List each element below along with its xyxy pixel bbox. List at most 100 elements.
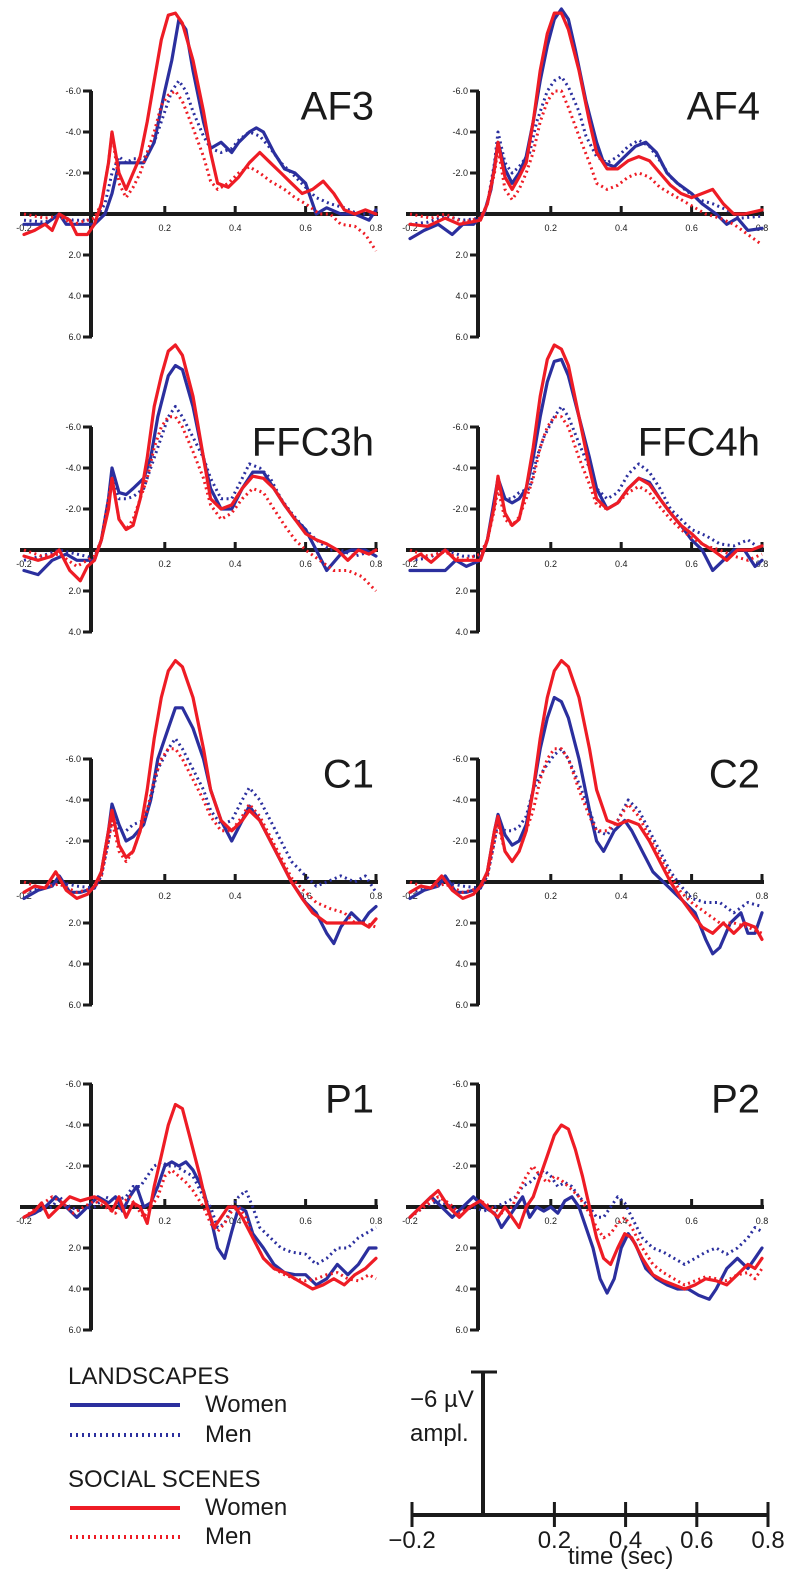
series-social-men: [409, 747, 763, 935]
series-social-women: [22, 1102, 378, 1291]
x-tick-label: 0.8: [756, 559, 769, 569]
y-tick-label: -6.0: [452, 1079, 468, 1089]
y-tick-label: -2.0: [452, 1161, 468, 1171]
x-tick-label: 0.6: [685, 223, 698, 233]
x-tick-label: 0.6: [685, 891, 698, 901]
panel-title: C2: [709, 753, 760, 797]
series-social-women: [408, 343, 764, 564]
scale-bar-ticks: −0.2 0.2 0.4 0.6 0.8: [388, 1502, 785, 1554]
y-tick-label: 2.0: [68, 250, 81, 260]
y-tick-label: 2.0: [68, 1243, 81, 1253]
y-tick-label: 4.0: [68, 1284, 81, 1294]
x-tick-label: 0.4: [229, 223, 242, 233]
y-tick-label: 6.0: [455, 1325, 468, 1335]
y-tick-label: 2.0: [455, 1243, 468, 1253]
panel-ffc4h: -6.0 -4.0 -2.0 2.0 4.0 -0.2 0.2 0.4 0.6 0.8 FFC4h: [402, 343, 769, 637]
series-social-women: [22, 343, 378, 583]
x-tick-label: 0.6: [299, 223, 312, 233]
y-tick-label: -6.0: [452, 86, 468, 96]
series-landscapes-women: [22, 17, 378, 226]
x-tick-label: -0.2: [402, 891, 418, 901]
y-tick-label: -6.0: [452, 422, 468, 432]
legend-label-social-women: Women: [205, 1494, 287, 1521]
x-tick-label: 0.8: [756, 1216, 769, 1226]
x-tick-label: 0.4: [615, 1216, 628, 1226]
y-tick-label: 4.0: [455, 1284, 468, 1294]
y-tick-label: 4.0: [455, 959, 468, 969]
x-tick-label: 0.4: [615, 559, 628, 569]
panel-title: P1: [325, 1078, 374, 1122]
y-tick-label: -6.0: [65, 754, 81, 764]
y-tick-label: 2.0: [68, 586, 81, 596]
x-tick-label: 0.2: [545, 559, 558, 569]
series-social-men: [23, 415, 378, 593]
y-tick-label: -6.0: [65, 1079, 81, 1089]
y-tick-label: 4.0: [455, 627, 468, 637]
y-tick-label: -2.0: [452, 504, 468, 514]
y-tick-label: -4.0: [452, 1120, 468, 1130]
panel-title: FFC3h: [252, 421, 374, 465]
series-landscapes-men: [409, 75, 763, 226]
y-tick-label: -6.0: [65, 422, 81, 432]
panel-c2: -6.0 -4.0 -2.0 2.0 4.0 6.0 -0.2 0.2 0.4 0.6 0.8 C2: [402, 659, 769, 1010]
y-tick-label: 6.0: [68, 332, 81, 342]
series-social-men: [23, 89, 378, 252]
x-tick-label: -0.2: [16, 1216, 32, 1226]
y-tick-label: -4.0: [65, 463, 81, 473]
y-tick-label: 6.0: [455, 1000, 468, 1010]
y-tick-label: 4.0: [455, 291, 468, 301]
series-landscapes-men: [23, 405, 377, 562]
x-tick-label: 0.4: [615, 891, 628, 901]
series-landscapes-women: [22, 706, 378, 946]
x-tick-label: 0.8: [370, 891, 383, 901]
legend-label-social-men: Men: [205, 1523, 252, 1550]
x-tick-label: 0.8: [370, 1216, 383, 1226]
scale-bar-tick-label: 0.6: [680, 1527, 713, 1554]
series-landscapes-women: [22, 1160, 378, 1287]
x-tick-label: 0.6: [685, 559, 698, 569]
x-tick-label: 0.6: [299, 1216, 312, 1226]
legend-title-landscapes: LANDSCAPES: [68, 1363, 229, 1390]
panel-p2: -6.0 -4.0 -2.0 2.0 4.0 6.0 -0.2 0.2 0.4 0.6 0.8 P2: [402, 1078, 768, 1335]
x-tick-label: 0.8: [370, 559, 383, 569]
legend-title-social-scenes: SOCIAL SCENES: [68, 1466, 261, 1493]
x-tick-label: 0.2: [159, 891, 172, 901]
y-tick-label: 6.0: [68, 1000, 81, 1010]
y-tick-label: 2.0: [455, 250, 468, 260]
scale-bar-tick-label: 0.8: [751, 1527, 784, 1554]
y-tick-label: -4.0: [452, 463, 468, 473]
x-tick-label: -0.2: [16, 559, 32, 569]
y-tick-label: 2.0: [455, 918, 468, 928]
series-landscapes-men: [409, 747, 763, 915]
y-tick-label: -2.0: [452, 168, 468, 178]
legend: LANDSCAPES Women Men SOCIAL SCENES Women…: [68, 1363, 287, 1550]
x-tick-label: 0.6: [299, 891, 312, 901]
scale-bar-amplitude-label: −6 µV: [410, 1386, 474, 1413]
scale-bar-tick-label: 0.4: [609, 1527, 642, 1554]
legend-label-landscapes-women: Women: [205, 1391, 287, 1418]
y-tick-label: -2.0: [65, 836, 81, 846]
y-tick-label: 2.0: [68, 918, 81, 928]
x-tick-label: 0.2: [159, 223, 172, 233]
series-social-women: [408, 659, 764, 941]
series-social-women: [22, 659, 378, 929]
panel-title: FFC4h: [638, 421, 760, 465]
x-tick-label: 0.2: [545, 891, 558, 901]
y-tick-label: -4.0: [65, 795, 81, 805]
scale-bar-amplitude-sublabel: ampl.: [410, 1420, 469, 1447]
series-social-men: [409, 415, 763, 562]
panel-title: P2: [711, 1078, 760, 1122]
series-landscapes-women: [408, 1195, 764, 1301]
y-tick-label: -4.0: [452, 795, 468, 805]
x-tick-label: -0.2: [402, 1216, 418, 1226]
x-tick-label: -0.2: [16, 891, 32, 901]
x-tick-label: 0.8: [756, 891, 769, 901]
series-social-women: [408, 11, 764, 228]
legend-label-landscapes-men: Men: [205, 1421, 252, 1448]
y-tick-label: 2.0: [455, 586, 468, 596]
x-tick-label: 0.2: [159, 1216, 172, 1226]
panel-c1: -6.0 -4.0 -2.0 2.0 4.0 6.0 -0.2 0.2 0.4 0.6 0.8 C1: [16, 659, 383, 1010]
y-tick-label: 4.0: [68, 627, 81, 637]
x-tick-label: 0.8: [370, 223, 383, 233]
